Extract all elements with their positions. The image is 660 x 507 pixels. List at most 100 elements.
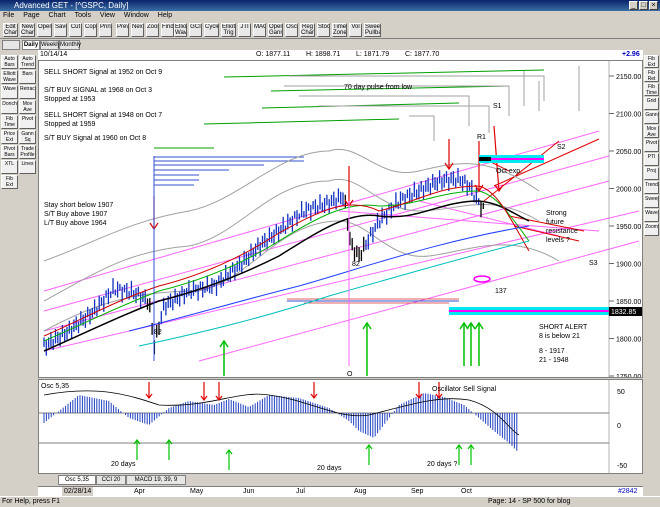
left-tool-3[interactable]: Bars (19, 70, 36, 84)
maximize-button[interactable]: □ (639, 1, 648, 10)
toolbar-button-15[interactable]: JTI (238, 23, 251, 37)
left-tool-16[interactable]: Fib Ext (1, 175, 18, 189)
left-tool-2[interactable]: Elliott Wave (1, 70, 18, 84)
left-tool-5[interactable]: Retrace (19, 85, 36, 99)
right-tool-2[interactable]: Fib Time (644, 83, 659, 96)
toolbar-button-9[interactable]: Zoom (146, 23, 159, 37)
price-axis-label: 1800.00 (616, 337, 641, 344)
right-tool-1[interactable]: Fib Ret (644, 69, 659, 82)
status-page: Page: 14 - SP 500 for blog (488, 498, 571, 505)
menu-tools[interactable]: Tools (74, 12, 91, 19)
price-chart-canvas[interactable]: SELL SHORT Signal at 1952 on Oct 9 S/T B… (39, 61, 642, 381)
osc-sell-arrows (145, 382, 443, 401)
quote-date: 10/14/14 (40, 51, 68, 58)
toolbar-button-16[interactable]: MACD (253, 23, 266, 37)
toolbar-button-7[interactable]: Prev (116, 23, 129, 37)
left-tool-0[interactable]: Auto Bars (1, 55, 18, 69)
toolbar-button-21[interactable]: Time Zones (332, 23, 347, 37)
left-tool-12[interactable]: Pivot Bars (1, 145, 18, 159)
annotation-text: 21 - 1948 (539, 357, 569, 364)
right-tool-10[interactable]: Sweep (644, 195, 659, 208)
left-tool-8[interactable]: Fib Time (1, 115, 18, 129)
oscillator-histogram (43, 393, 518, 451)
toolbar-button-12[interactable]: GCI (189, 23, 202, 37)
left-tool-15[interactable]: Lines (19, 160, 36, 174)
left-tool-6[interactable]: Donch (1, 100, 18, 114)
tab-monthly[interactable]: Monthly (59, 40, 82, 50)
annotation-text: 8 is below 21 (539, 333, 580, 340)
osc-axis-label: 0 (617, 423, 621, 430)
tab-daily[interactable]: Daily (22, 40, 40, 50)
oscillator-canvas[interactable]: Osc 5,35 Oscillator Sell Signal 20 days … (39, 380, 642, 473)
red-trend-lines (478, 138, 600, 242)
right-tool-0[interactable]: Fib Ext (644, 55, 659, 68)
toolbar-button-8[interactable]: Next (131, 23, 144, 37)
right-tool-11[interactable]: Wave (644, 209, 659, 222)
right-tool-5[interactable]: Mov Ave (644, 125, 659, 138)
close-button[interactable]: × (649, 1, 658, 10)
tab-cci[interactable]: CCI 20 (96, 475, 126, 485)
price-chart[interactable]: SELL SHORT Signal at 1952 on Oct 9 S/T B… (38, 60, 643, 381)
menu-help[interactable]: Help (157, 12, 173, 19)
toolbar-button-0[interactable]: Edit Chart (3, 23, 18, 37)
right-tool-3[interactable]: Grid (644, 97, 659, 110)
oscillator-panel[interactable]: Osc 5,35 Oscillator Sell Signal 20 days … (38, 379, 643, 474)
toolbar-button-2[interactable]: Open (37, 23, 52, 37)
left-tool-9[interactable]: Pivot (19, 115, 36, 129)
time-label-may: May (190, 488, 204, 495)
left-tool-11[interactable]: Gann Sq (19, 130, 36, 144)
wave-label-82: 82 (154, 329, 162, 336)
price-axis-label: 2050.00 (616, 149, 641, 156)
menu-view[interactable]: View (99, 12, 115, 19)
toolbar-button-4[interactable]: Cut (69, 23, 82, 37)
toolbar-button-23[interactable]: Sweep Pullback (364, 23, 381, 37)
left-tool-1[interactable]: Auto Trend (19, 55, 36, 69)
osc-axis-label: 50 (617, 389, 625, 396)
toolbar-button-22[interactable]: Vol (349, 23, 362, 37)
left-tool-13[interactable]: Trade Profile (19, 145, 36, 159)
tab-weekly[interactable]: Weekly (40, 40, 61, 50)
right-tool-6[interactable]: Pivot (644, 139, 659, 152)
right-tool-8[interactable]: Proj (644, 167, 659, 180)
oscillator-title: Osc 5,35 (41, 383, 69, 390)
toolbar-button-14[interactable]: Elliott Trig (221, 23, 236, 37)
toolbar-button-13[interactable]: Cycles (204, 23, 219, 37)
annotation-text: 20 days ? (427, 461, 457, 468)
menu-chart[interactable]: Chart (48, 12, 66, 19)
tab-osc[interactable]: Osc 5,35 (58, 475, 96, 485)
left-tool-14[interactable]: XTL (1, 160, 18, 174)
time-label-sep: Sep (411, 488, 424, 495)
wave-label-137: 137 (495, 288, 507, 295)
toolbar-button-3[interactable]: Save (54, 23, 67, 37)
time-label-apr: Apr (134, 488, 145, 495)
left-tool-7[interactable]: Mov Ave (19, 100, 36, 114)
toolbar-button-20[interactable]: Stock (317, 23, 330, 37)
time-label-jun: Jun (243, 488, 255, 495)
annotation-text: Oct exp. (496, 168, 522, 175)
left-tool-10[interactable]: Price Ext (1, 130, 18, 144)
right-tool-7[interactable]: PTI (644, 153, 659, 166)
price-axis-label: 1850.00 (616, 299, 641, 306)
tab-macd[interactable]: MACD 19, 39, 9 (126, 475, 186, 485)
toolbar-button-6[interactable]: Print (99, 23, 112, 37)
toolbar-button-11[interactable]: Elliott Wave (174, 23, 187, 37)
menu-file[interactable]: File (3, 12, 15, 19)
osc-signal-line (43, 390, 520, 436)
toolbar-button-10[interactable]: Find (161, 23, 174, 37)
toolbar-button-17[interactable]: Open Gann (268, 23, 283, 37)
menu-window[interactable]: Window (123, 12, 149, 19)
pulse-arrow (223, 69, 545, 78)
minimize-button[interactable]: _ (629, 1, 638, 10)
menu-page[interactable]: Page (23, 12, 40, 19)
right-tool-4[interactable]: Gann (644, 111, 659, 124)
indicator-tabs: Osc 5,35 CCI 20 MACD 19, 39, 9 (38, 474, 643, 486)
toolbar-button-18[interactable]: Osc (285, 23, 298, 37)
left-tool-4[interactable]: Wave (1, 85, 18, 99)
annotation-text: S/T BUY Signal at 1960 on Oct 8 (44, 135, 146, 142)
fib-levels (154, 156, 459, 302)
right-tool-12[interactable]: Zoom (644, 223, 659, 236)
toolbar-button-5[interactable]: Copy (84, 23, 97, 37)
toolbar-button-19[interactable]: Reg Channel (300, 23, 315, 37)
toolbar-button-1[interactable]: New Chart (20, 23, 35, 37)
right-tool-9[interactable]: Trend (644, 181, 659, 194)
